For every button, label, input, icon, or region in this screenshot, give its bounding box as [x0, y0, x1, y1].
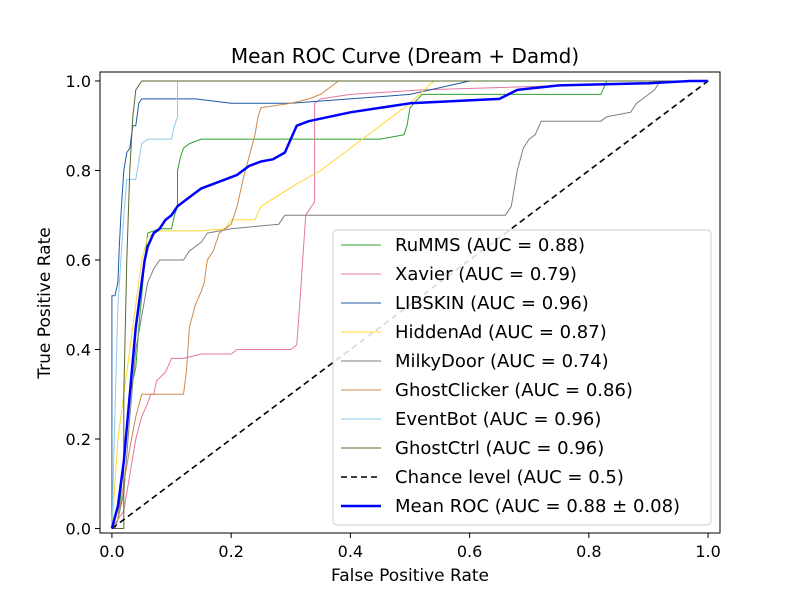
legend-label-ghostctrl: GhostCtrl (AUC = 0.96): [395, 438, 604, 459]
legend-label-ghostclicker: GhostClicker (AUC = 0.86): [395, 380, 633, 401]
x-tick-label: 1.0: [695, 542, 720, 561]
x-tick-label: 0.0: [99, 542, 124, 561]
legend-label-eventbot: EventBot (AUC = 0.96): [395, 409, 601, 430]
y-tick-label: 0.2: [66, 430, 91, 449]
legend-label-rumms: RuMMS (AUC = 0.88): [395, 235, 585, 256]
legend-label-mean-roc: Mean ROC (AUC = 0.88 ± 0.08): [395, 496, 680, 517]
x-tick-label: 0.2: [218, 542, 243, 561]
plot-frame: [99, 71, 721, 534]
series-line-mean-roc: [110, 79, 709, 529]
x-axis-label: False Positive Rate: [331, 566, 489, 586]
series-line-libskin: [111, 80, 709, 529]
series-line-xavier: [111, 80, 709, 529]
chart-title: Mean ROC Curve (Dream + Damd): [231, 44, 579, 68]
legend-label-xavier: Xavier (AUC = 0.79): [395, 264, 577, 285]
series-line-milkydoor: [111, 80, 709, 529]
y-tick-label: 0.4: [66, 340, 91, 359]
legend-label-milkydoor: MilkyDoor (AUC = 0.74): [395, 351, 609, 372]
x-tick-label: 0.8: [576, 542, 601, 561]
x-tick-label: 0.4: [338, 542, 363, 561]
series-line-eventbot: [111, 80, 709, 529]
series-layer: [110, 79, 709, 530]
legend-label-libskin: LIBSKIN (AUC = 0.96): [395, 293, 589, 314]
legend-label-hiddenad: HiddenAd (AUC = 0.87): [395, 322, 607, 343]
legend: RuMMS (AUC = 0.88) Xavier (AUC = 0.79) LIB…: [332, 229, 712, 526]
y-tick-label: 0.0: [66, 520, 91, 539]
y-axis-ticks: 0.0 0.2 0.4 0.6 0.8 1.0: [66, 72, 100, 539]
series-line-ghostctrl: [111, 80, 709, 529]
legend-label-chance-level: Chance level (AUC = 0.5): [395, 467, 624, 488]
x-axis-ticks: 0.0 0.2 0.4 0.6 0.8 1.0: [99, 533, 721, 561]
series-line-ghostclicker: [111, 80, 709, 529]
legend-box: [332, 229, 712, 526]
y-tick-label: 1.0: [66, 72, 91, 91]
y-tick-label: 0.8: [66, 161, 91, 180]
y-axis-label: True Positive Rate: [35, 227, 55, 379]
y-tick-label: 0.6: [66, 251, 91, 270]
x-tick-label: 0.6: [457, 542, 482, 561]
